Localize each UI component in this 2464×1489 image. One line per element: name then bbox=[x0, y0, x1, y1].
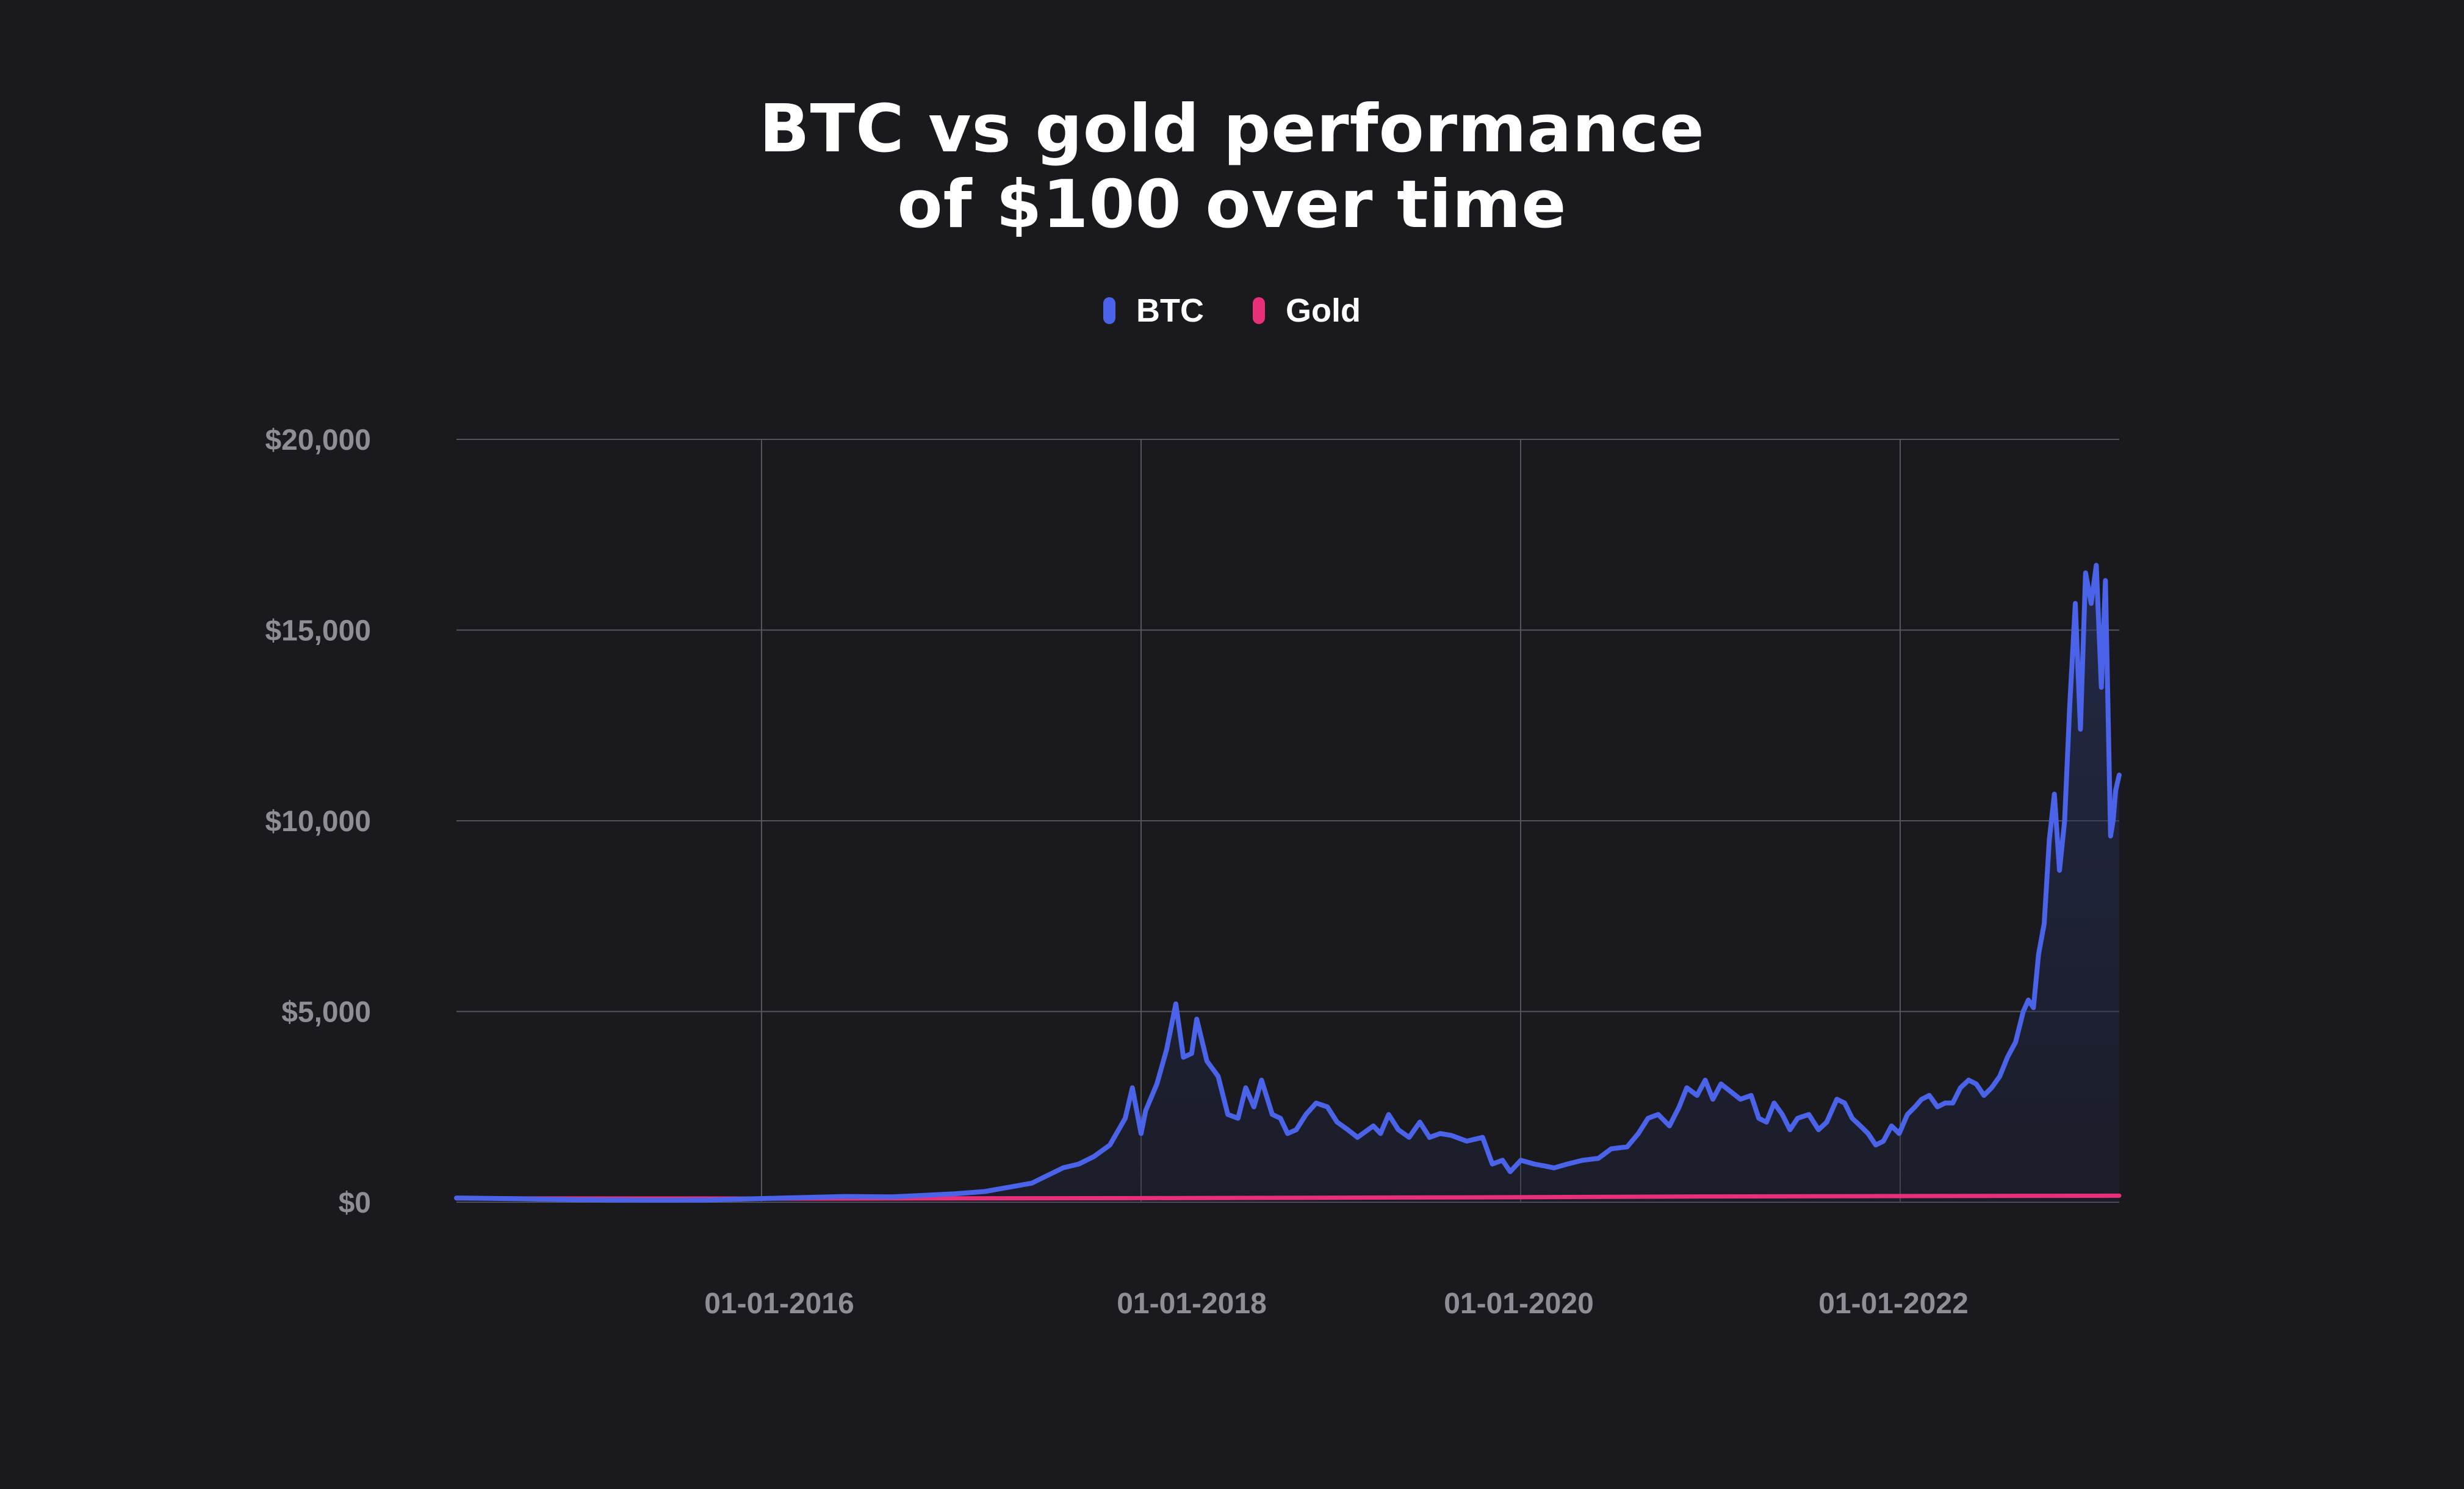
legend-swatch-gold bbox=[1253, 297, 1265, 324]
chart-title-line-1: BTC vs gold performance bbox=[759, 91, 1705, 167]
y-tick-label: $15,000 bbox=[265, 615, 371, 647]
btc-line bbox=[454, 563, 2122, 1203]
series-group bbox=[454, 563, 2122, 1203]
x-tick-label: 01-01-2018 bbox=[1117, 1288, 1267, 1320]
chart-title-line-2: of $100 over time bbox=[897, 167, 1567, 243]
legend-item-gold[interactable]: Gold bbox=[1253, 292, 1361, 330]
x-tick-label: 01-01-2022 bbox=[1818, 1288, 1969, 1320]
legend-label-gold: Gold bbox=[1286, 292, 1361, 329]
chart-title: BTC vs gold performance of $100 over tim… bbox=[0, 92, 2464, 243]
legend-swatch-btc bbox=[1103, 297, 1116, 324]
legend-label-btc: BTC bbox=[1136, 292, 1204, 329]
x-axis-ticks: 01-01-2016 01-01-2018 01-01-2020 01-01-2022 bbox=[704, 1288, 1969, 1320]
y-tick-label: $20,000 bbox=[265, 424, 371, 456]
grid-lines bbox=[456, 439, 2119, 1203]
x-tick-label: 01-01-2016 bbox=[704, 1288, 854, 1320]
legend-item-btc[interactable]: BTC bbox=[1103, 292, 1204, 330]
x-tick-label: 01-01-2020 bbox=[1444, 1288, 1594, 1320]
y-tick-label: $5,000 bbox=[281, 997, 371, 1029]
y-axis-ticks: $0 $5,000 $10,000 $15,000 $20,000 bbox=[265, 424, 371, 1219]
chart-legend: BTC Gold bbox=[0, 292, 2464, 330]
btc-area bbox=[456, 565, 2119, 1202]
y-tick-label: $0 bbox=[339, 1187, 371, 1219]
y-tick-label: $10,000 bbox=[265, 806, 371, 838]
